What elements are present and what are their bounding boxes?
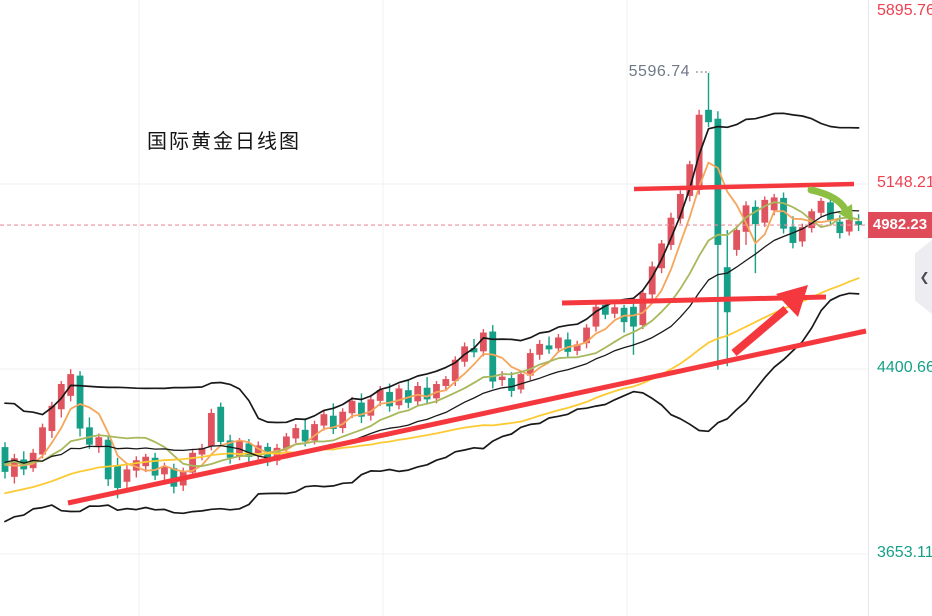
price-axis: 5895.76 5148.21 4400.66 3653.11 [868, 0, 932, 616]
high-price-marker: 5596.74 [628, 63, 690, 80]
collapse-panel-handle[interactable]: ❮ [915, 240, 932, 314]
red-up-arrow [731, 305, 789, 357]
price-axis-label: 4400.66 [877, 359, 932, 376]
chevron-left-icon: ❮ [919, 270, 930, 284]
price-axis-label: 5895.76 [877, 2, 932, 19]
resistance-line [633, 181, 855, 192]
price-axis-label: 3653.11 [877, 544, 932, 561]
price-axis-label: 5148.21 [877, 174, 932, 191]
chart-title: 国际黄金日线图 [147, 131, 301, 153]
green-down-arrow [807, 186, 849, 213]
current-price-badge: 4982.23 [868, 212, 932, 239]
trend-line [67, 328, 867, 506]
